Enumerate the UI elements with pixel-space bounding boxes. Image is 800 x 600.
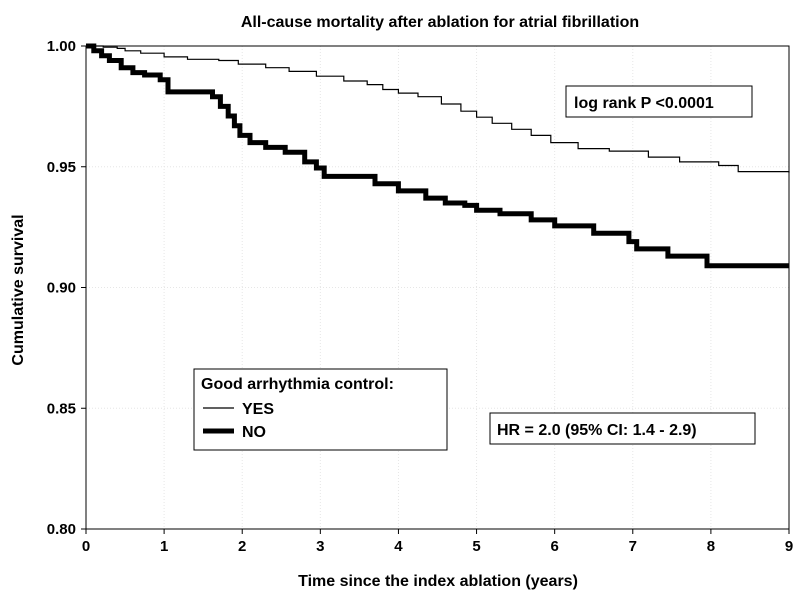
legend-label-no: NO (242, 424, 266, 441)
x-tick-label: 2 (238, 538, 246, 555)
x-tick-label: 7 (629, 538, 637, 555)
hr-box (489, 412, 756, 445)
series-line-yes (86, 45, 790, 173)
grid (85, 45, 790, 530)
y-axis-label: Cumulative survival (10, 214, 27, 365)
pvalue-text: log rank P <0.0001 (574, 95, 714, 112)
x-tick-label: 6 (550, 538, 558, 555)
legend-box (193, 368, 448, 451)
y-tick-label: 0.80 (47, 521, 76, 538)
y-tick-label: 0.90 (47, 280, 76, 297)
x-tick-label: 0 (82, 538, 90, 555)
x-tick-label: 3 (316, 538, 324, 555)
x-tick-label: 1 (160, 538, 168, 555)
y-tick-label: 0.85 (47, 400, 76, 417)
x-tick-label: 4 (394, 538, 403, 555)
legend-label-yes: YES (242, 401, 274, 418)
hr-annotation: HR = 2.0 (95% CI: 1.4 - 2.9) (489, 412, 756, 445)
hr-text: HR = 2.0 (95% CI: 1.4 - 2.9) (497, 422, 697, 439)
x-axis-label: Time since the index ablation (years) (298, 573, 578, 590)
legend-title: Good arrhythmia control: (201, 376, 394, 393)
series-line-no (86, 43, 789, 269)
legend: Good arrhythmia control: YES NO (193, 368, 448, 451)
pvalue-annotation: log rank P <0.0001 (565, 85, 753, 118)
ticks: 0 1 2 3 4 5 6 7 8 9 0.80 0.85 0.90 0.95 1.00 (47, 38, 793, 555)
y-tick-label: 1.00 (47, 38, 76, 55)
x-tick-label: 8 (707, 538, 715, 555)
series-layer (86, 43, 790, 269)
x-tick-label: 9 (785, 538, 793, 555)
chart-title: All-cause mortality after ablation for a… (241, 14, 639, 31)
pvalue-box (565, 85, 753, 118)
x-tick-label: 5 (472, 538, 480, 555)
y-tick-label: 0.95 (47, 159, 76, 176)
